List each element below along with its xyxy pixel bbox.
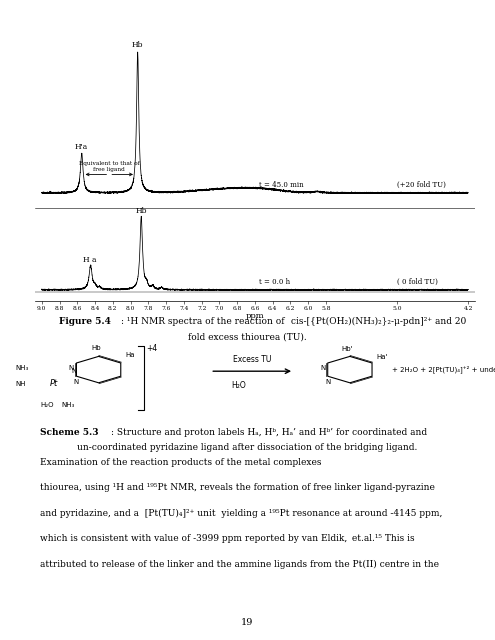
Text: Excess TU: Excess TU [233,355,271,364]
Text: + 2H₂O + 2[Pt(TU)₄]⁺² + undefined products: + 2H₂O + 2[Pt(TU)₄]⁺² + undefined produc… [392,365,495,374]
Text: which is consistent with value of -3999 ppm reported by van Eldik,  et.al.¹⁵ Thi: which is consistent with value of -3999 … [40,534,414,543]
Text: N: N [72,368,77,374]
Text: 19: 19 [242,618,253,627]
X-axis label: ppm: ppm [246,312,264,320]
Text: Ha: Ha [125,352,135,358]
Text: and pyridazine, and a  [Pt(TU)₄]²⁺ unit  yielding a ¹⁹⁵Pt resonance at around -4: and pyridazine, and a [Pt(TU)₄]²⁺ unit y… [40,509,442,518]
Text: H'a: H'a [74,143,88,150]
Text: (+20 fold TU): (+20 fold TU) [397,181,446,189]
Text: H₂O: H₂O [41,402,54,408]
Text: NH₃: NH₃ [62,402,75,408]
Text: Hb: Hb [132,42,144,49]
Text: thiourea, using ¹H and ¹⁹⁵Pt NMR, reveals the formation of free linker ligand-py: thiourea, using ¹H and ¹⁹⁵Pt NMR, reveal… [40,483,435,492]
Text: Hb: Hb [92,344,101,351]
Text: Hb': Hb' [342,346,353,351]
Text: H a: H a [83,256,97,264]
Text: Hb: Hb [136,207,147,216]
Text: ( 0 fold TU): ( 0 fold TU) [397,278,438,286]
Text: NH₃: NH₃ [15,365,29,371]
Text: N: N [320,365,325,371]
Text: : Structure and proton labels Hₐ, Hᵇ, Hₐ’ and Hᵇ’ for coordinated and: : Structure and proton labels Hₐ, Hᵇ, Hₐ… [111,428,428,436]
Text: Figure 5.4: Figure 5.4 [59,317,111,326]
Text: un-coordinated pyridazine ligand after dissociation of the bridging ligand.: un-coordinated pyridazine ligand after d… [77,443,418,452]
Text: Ha': Ha' [377,354,388,360]
Text: Equivalent to that of
free ligand: Equivalent to that of free ligand [79,161,140,172]
Text: t = 0.0 h: t = 0.0 h [259,278,291,286]
Text: Pt: Pt [50,380,58,388]
Text: fold excess thiourea (TU).: fold excess thiourea (TU). [188,332,307,341]
Text: H₂O: H₂O [231,381,246,390]
Text: : ¹H NMR spectra of the reaction of   cis-[{Pt(OH₂)(NH₃)₂}₂-μ-pdn]²⁺ and 20: : ¹H NMR spectra of the reaction of cis-… [121,317,466,326]
Text: +4: +4 [147,344,158,353]
Text: N: N [69,365,74,371]
Text: Scheme 5.3: Scheme 5.3 [40,428,98,436]
Text: t = 45.0 min: t = 45.0 min [259,181,304,189]
Text: N: N [74,380,79,385]
Text: Examination of the reaction products of the metal complexes: Examination of the reaction products of … [40,458,324,467]
Text: N: N [325,380,330,385]
Text: NH: NH [15,381,26,387]
Text: attributed to release of the linker and the ammine ligands from the Pt(II) centr: attributed to release of the linker and … [40,560,439,569]
